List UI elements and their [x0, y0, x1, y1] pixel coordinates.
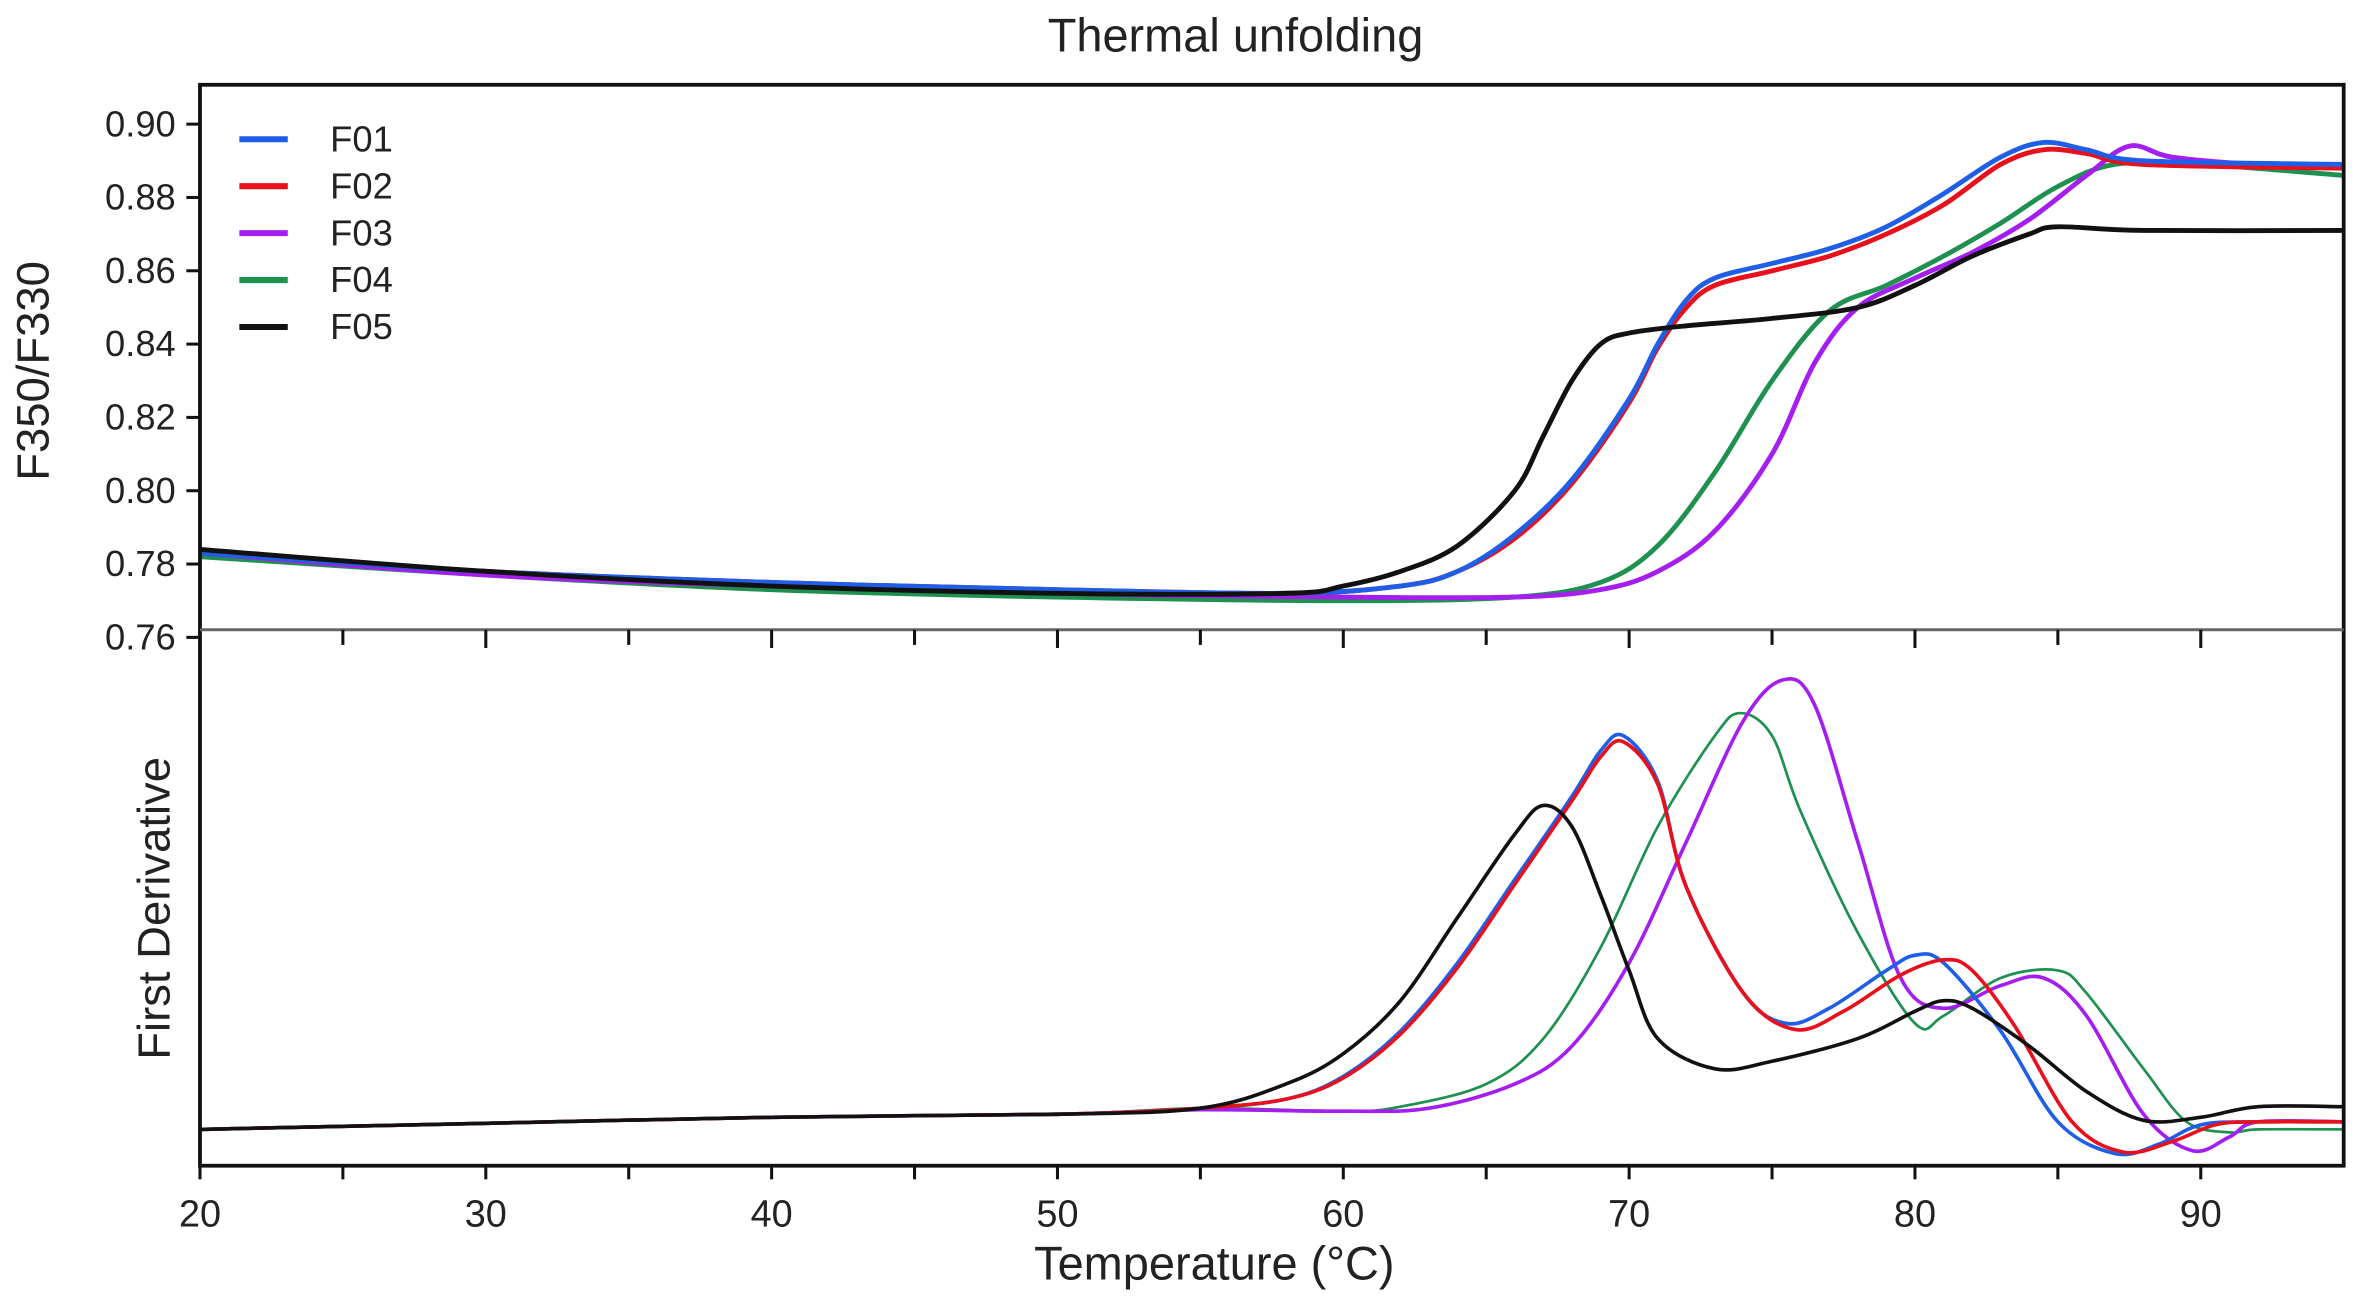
legend-label: F05	[330, 306, 393, 347]
top-y-axis-label: F350/F330	[8, 261, 59, 481]
x-tick-label: 30	[465, 1193, 507, 1235]
legend: F01 F02 F03 F04 F05	[239, 118, 393, 347]
y-tick-label: 0.78	[105, 543, 176, 584]
x-axis-label: Temperature (°C)	[1034, 1237, 1394, 1289]
ratio-line-f02	[199, 146, 2344, 596]
legend-label: F02	[330, 165, 393, 206]
x-tick-label: 90	[2180, 1193, 2222, 1235]
derivative-line-f05	[199, 803, 2344, 1132]
legend-label: F01	[330, 118, 393, 159]
x-tick-label: 80	[1894, 1193, 1936, 1235]
legend-item-f02: F02	[239, 165, 393, 206]
ratio-line-f04	[199, 159, 2344, 604]
y-tick-label: 0.84	[105, 323, 176, 364]
y-tick-label: 0.90	[105, 103, 176, 144]
plot-frame	[198, 82, 2346, 1168]
legend-item-f03: F03	[239, 212, 393, 253]
legend-item-f05: F05	[239, 306, 393, 347]
bottom-y-axis-label: First Derivative	[129, 757, 180, 1060]
x-tick-label: 70	[1608, 1193, 1650, 1235]
y-tick-label: 0.76	[105, 616, 176, 657]
bottom-panel-derivative-plot	[199, 677, 2344, 1157]
legend-label: F03	[330, 212, 393, 253]
legend-label: F04	[330, 259, 393, 300]
top-panel-ratio-plot	[199, 139, 2344, 604]
legend-item-f04: F04	[239, 259, 393, 300]
x-tick-label: 20	[179, 1193, 221, 1235]
derivative-line-f01	[199, 732, 2344, 1157]
ratio-line-f05	[199, 224, 2344, 597]
y-tick-label: 0.80	[105, 470, 176, 511]
ratio-line-f03	[199, 143, 2344, 601]
x-tick-label: 40	[751, 1193, 793, 1235]
derivative-line-f03	[199, 677, 2344, 1154]
chart-title: Thermal unfolding	[1048, 9, 1424, 61]
ratio-line-f01	[199, 139, 2344, 596]
x-tick-label: 50	[1036, 1193, 1078, 1235]
y-tick-label: 0.86	[105, 250, 176, 291]
axes: 0.90 0.88 0.86 0.84 0.82 0.80 0.78 0.76 20 30 40 50…	[105, 82, 2346, 1235]
y-tick-label: 0.88	[105, 177, 176, 218]
y-tick-label: 0.82	[105, 397, 176, 438]
x-tick-label: 60	[1322, 1193, 1364, 1235]
legend-item-f01: F01	[239, 118, 393, 159]
